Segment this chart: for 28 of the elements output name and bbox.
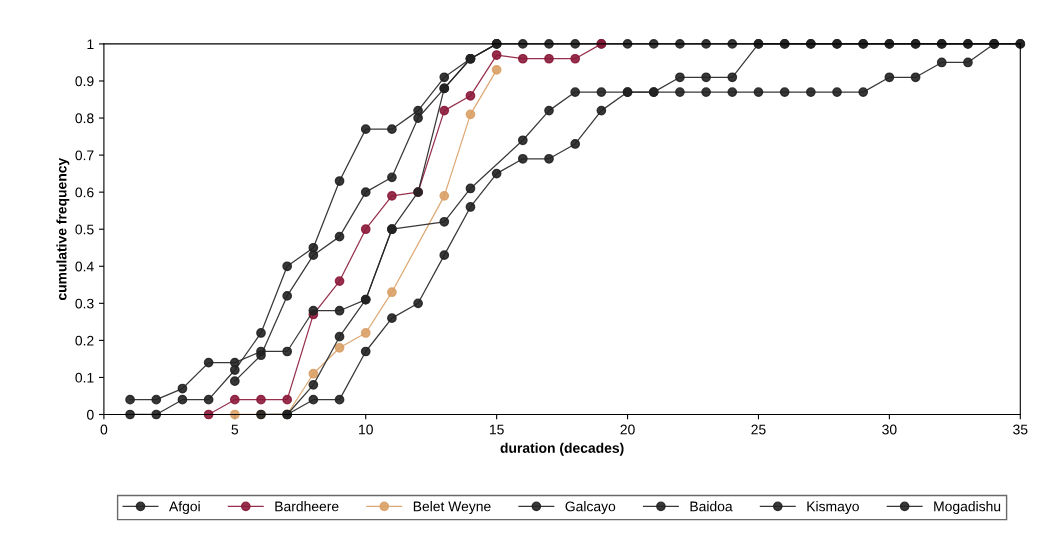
x-axis-title: duration (decades) (500, 442, 624, 456)
legend-label: Mogadishu (934, 501, 1001, 515)
x-tick-label: 20 (620, 424, 635, 435)
y-tick-label: 0 (87, 409, 94, 420)
y-tick-label: 0.1 (75, 372, 94, 383)
y-tick-label: 0.5 (75, 224, 94, 235)
x-tick-label: 30 (882, 424, 897, 435)
x-tick-label: 10 (359, 424, 373, 435)
y-axis-title: cumulative frequency (56, 157, 70, 301)
y-tick-label: 0.2 (75, 335, 94, 346)
legend-label: Kismayo (807, 501, 859, 515)
y-tick-label: 0.9 (75, 76, 94, 87)
x-tick-label: 5 (231, 424, 239, 435)
legend-label: Bardheere (275, 501, 339, 512)
x-tick-label: 0 (100, 424, 108, 435)
legend-label: Afgoi (169, 501, 200, 515)
legend-label: Galcayo (565, 501, 616, 515)
y-tick-label: 0.8 (75, 113, 94, 124)
x-tick-label: 35 (1013, 424, 1028, 435)
legend-label: Belet Weyne (413, 501, 491, 515)
y-tick-label: 0.7 (75, 150, 94, 161)
y-tick-label: 1 (87, 39, 94, 49)
x-tick-label: 25 (751, 424, 766, 435)
x-tick-label: 15 (489, 424, 504, 435)
y-tick-label: 0.4 (75, 261, 94, 272)
legend-label: Baidoa (690, 501, 733, 512)
y-tick-label: 0.6 (75, 187, 94, 198)
y-tick-label: 0.3 (75, 298, 94, 309)
